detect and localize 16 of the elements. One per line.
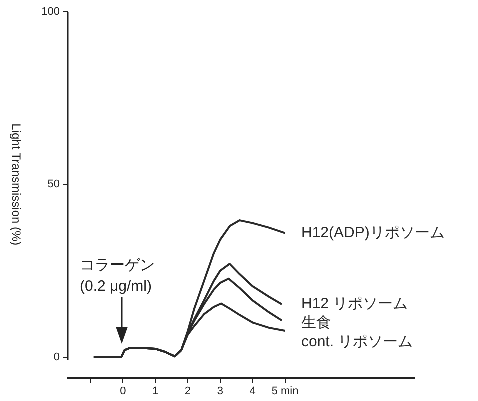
series-label: H12(ADP)リポソーム xyxy=(301,224,445,242)
x-tick-label: 1 xyxy=(152,386,159,398)
series-label: 生食 xyxy=(301,314,332,332)
annotation: (0.2 μg/ml) xyxy=(80,278,152,296)
x-tick-label: 0 xyxy=(120,386,126,398)
y-tick-label: 100 xyxy=(42,6,60,18)
annotation: コラーゲン xyxy=(80,257,155,274)
y-axis-title: Light Transmission (%) xyxy=(10,124,24,246)
series-label: H12 リポソーム xyxy=(301,296,408,313)
y-tick-label: 0 xyxy=(54,351,60,364)
x-tick-label: 2 xyxy=(184,386,192,398)
y-tick-label: 50 xyxy=(48,178,60,191)
x-tick-label: 5 min xyxy=(272,386,299,398)
series-label: cont. リポソーム xyxy=(301,334,414,351)
x-tick-label: 4 xyxy=(250,386,256,398)
x-tick-label: 3 xyxy=(217,386,224,398)
